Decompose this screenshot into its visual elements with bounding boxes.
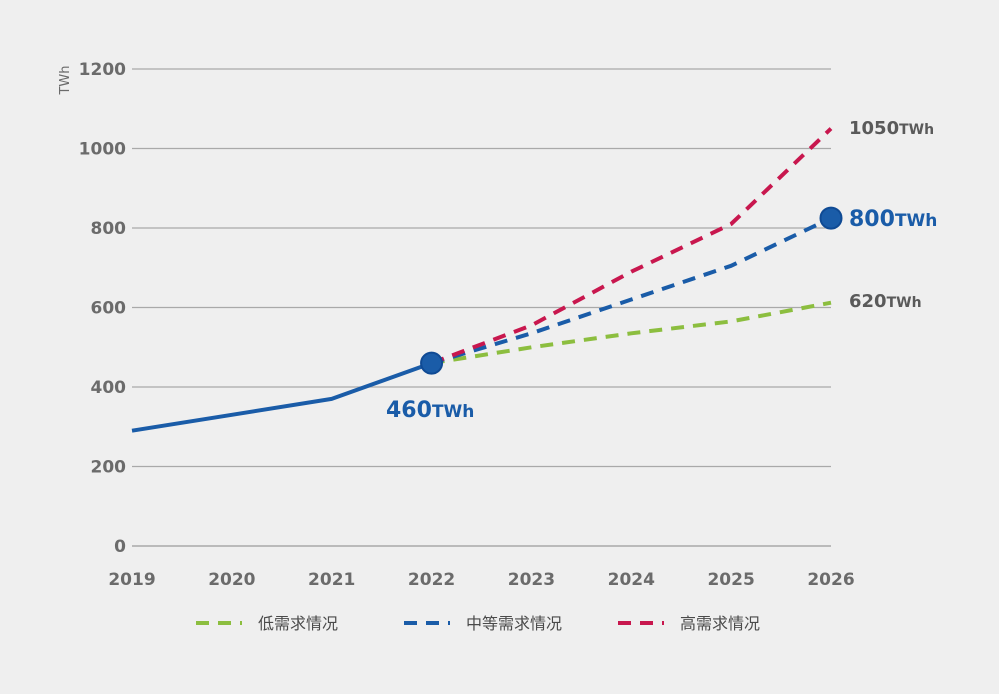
- y-tick-label: 600: [91, 299, 127, 319]
- annotation-460-twh: 460TWh: [386, 398, 474, 423]
- x-tick-label: 2026: [807, 570, 854, 590]
- y-tick-label: 800: [91, 219, 127, 239]
- y-tick-label: 200: [91, 458, 127, 478]
- x-tick-label: 2024: [608, 570, 655, 590]
- y-tick-label: 1200: [79, 60, 126, 80]
- x-tick-label: 2022: [408, 570, 455, 590]
- actual-demand-line: [131, 361, 433, 433]
- legend-label: 高需求情况: [680, 614, 760, 633]
- low-demand-line: [431, 300, 832, 366]
- x-tick-label: 2023: [508, 570, 555, 590]
- y-tick-label: 400: [91, 378, 127, 398]
- x-tick-label: 2020: [208, 570, 255, 590]
- y-axis-unit-label: TWh: [58, 65, 73, 95]
- legend-label: 低需求情况: [258, 614, 338, 633]
- annotation-800-twh: 800TWh: [849, 207, 937, 232]
- data-point-marker: [819, 206, 843, 230]
- annotation-1050-twh: 1050TWh: [849, 118, 934, 139]
- y-tick-label: 0: [114, 537, 126, 557]
- annotation-620-twh: 620TWh: [849, 291, 922, 312]
- medium-demand-line: [431, 216, 832, 366]
- legend-label: 中等需求情况: [466, 614, 562, 633]
- x-tick-label: 2021: [308, 570, 355, 590]
- y-tick-label: 1000: [79, 140, 126, 160]
- x-tick-label: 2025: [707, 570, 754, 590]
- high-demand-line: [430, 127, 833, 365]
- x-tick-label: 2019: [108, 570, 155, 590]
- data-point-marker: [420, 351, 444, 375]
